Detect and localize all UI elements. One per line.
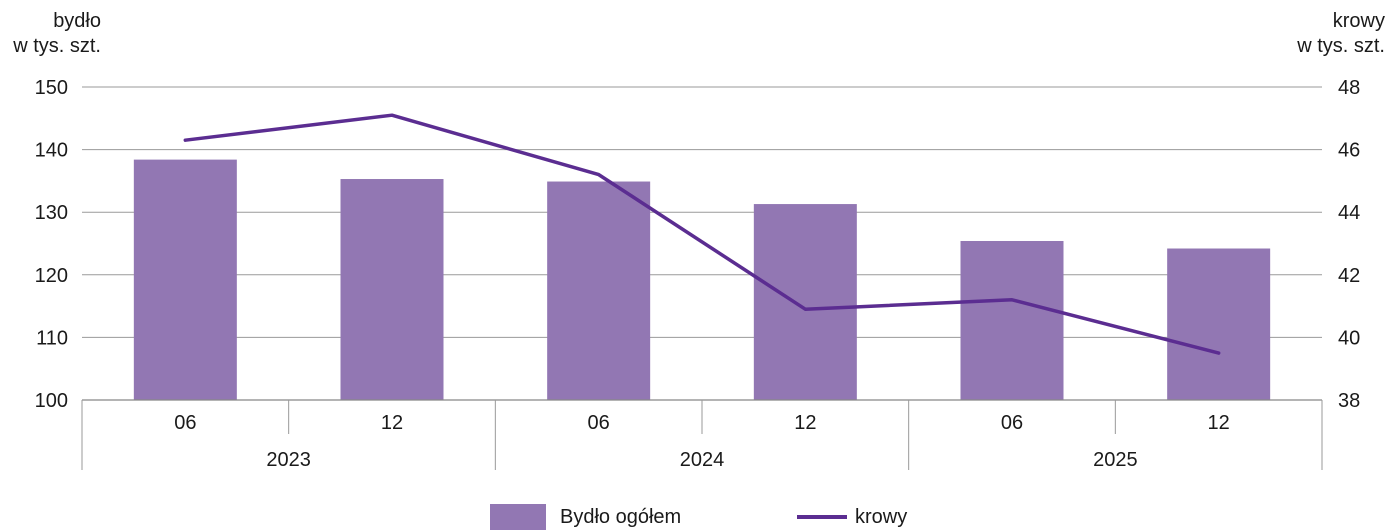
right-tick-label: 46 [1338, 140, 1360, 162]
left-axis-title-line-1: bydło [53, 10, 101, 32]
bar [1167, 248, 1271, 400]
left-tick-label: 100 [35, 390, 68, 412]
bar [753, 204, 857, 400]
right-tick-label: 44 [1338, 202, 1360, 224]
left-tick-label: 110 [36, 327, 68, 349]
left-tick-label: 150 [35, 77, 68, 99]
left-axis-title: bydło w tys. szt. [6, 9, 101, 59]
line-series [183, 113, 1221, 355]
left-tick-label: 130 [35, 202, 68, 224]
month-label: 12 [794, 412, 816, 434]
month-label: 12 [1208, 412, 1230, 434]
legend-item-line: krowy [797, 503, 907, 531]
gridlines [82, 86, 1322, 338]
category-axis [81, 399, 1323, 470]
legend-label-line: krowy [855, 505, 908, 528]
month-label: 06 [174, 412, 196, 434]
tick-labels: 100 110 120 130 140 150 38 40 42 44 46 48 06 12 06 12 06… [35, 77, 1361, 471]
right-axis-title: krowy w tys. szt. [1265, 9, 1385, 59]
month-label: 06 [588, 412, 610, 434]
bar [547, 181, 651, 400]
line-krowy [183, 113, 1221, 355]
bar [133, 159, 237, 400]
right-tick-label: 42 [1338, 265, 1360, 287]
left-tick-label: 140 [35, 140, 68, 162]
legend-item-bars: Bydło ogółem [490, 503, 681, 531]
left-tick-label: 120 [35, 265, 68, 287]
year-label: 2024 [680, 449, 725, 471]
right-axis-title-line-2: w tys. szt. [1297, 35, 1385, 57]
bar [960, 240, 1064, 400]
right-tick-label: 40 [1338, 327, 1360, 349]
legend-swatch-line [797, 515, 847, 519]
year-label: 2023 [266, 449, 311, 471]
legend-swatch-bars [490, 504, 546, 530]
year-label: 2025 [1093, 449, 1138, 471]
left-axis-title-line-2: w tys. szt. [13, 35, 101, 57]
month-label: 06 [1001, 412, 1023, 434]
right-axis-title-line-1: krowy [1332, 10, 1385, 32]
month-label: 12 [381, 412, 403, 434]
legend-label-bars: Bydło ogółem [560, 505, 682, 528]
right-tick-label: 38 [1338, 390, 1360, 412]
bar-series [133, 159, 1271, 400]
bar [340, 179, 444, 400]
right-tick-label: 48 [1338, 77, 1360, 99]
